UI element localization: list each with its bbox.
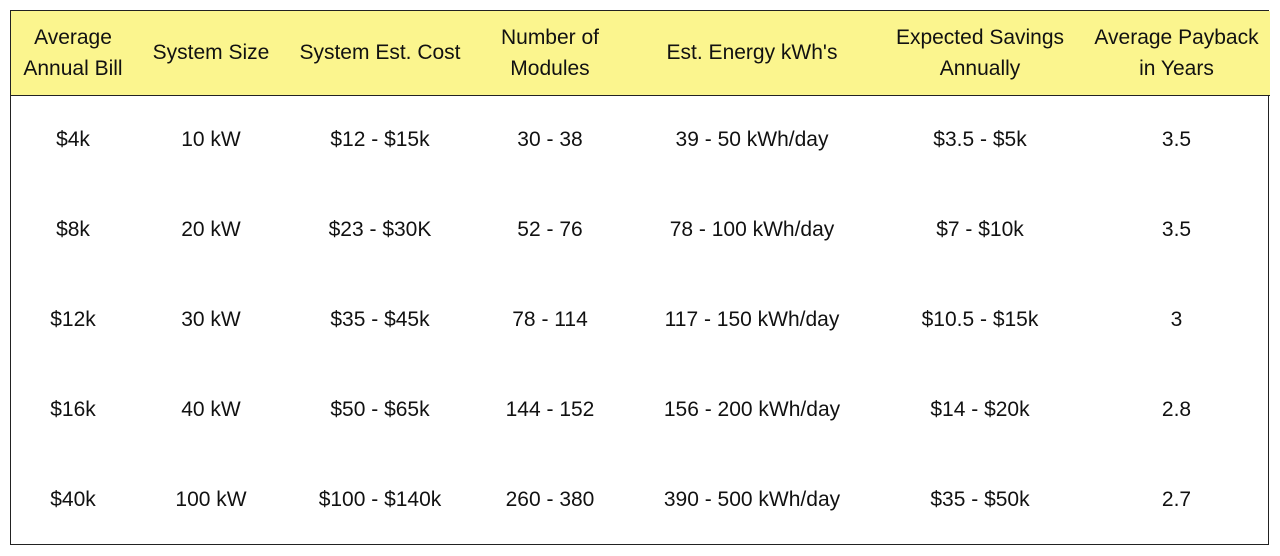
cell-system-size: 20 kW <box>181 218 241 241</box>
cell-energy: 156 - 200 kWh/day <box>663 398 841 421</box>
cell-modules: 260 - 380 <box>505 488 595 511</box>
header-line: Average <box>34 25 112 49</box>
cell-system-size: 30 kW <box>181 308 241 331</box>
cell-energy: 78 - 100 kWh/day <box>669 218 835 241</box>
data-table: Average Annual Bill System Size System E… <box>11 11 1270 545</box>
cell-system-size: 100 kW <box>175 488 247 511</box>
cell-payback: 3 <box>1170 308 1183 331</box>
cell-est-cost: $35 - $45k <box>330 308 430 331</box>
cell-system-size: 10 kW <box>181 128 241 152</box>
cell-modules: 144 - 152 <box>505 398 595 421</box>
header-line: System Est. Cost <box>299 41 461 65</box>
header-line: Est. Energy kWh's <box>666 41 838 65</box>
table-row: $8k 20 kW $23 - $30K 52 - 76 78 - 100 kW… <box>11 185 1270 275</box>
cell-savings: $14 - $20k <box>930 398 1030 421</box>
solar-savings-table: Average Annual Bill System Size System E… <box>10 10 1270 545</box>
cell-system-size: 40 kW <box>181 398 241 421</box>
header-system-size: System Size <box>135 11 287 95</box>
cell-savings: $10.5 - $15k <box>921 308 1039 331</box>
cell-est-cost: $100 - $140k <box>318 488 442 511</box>
header-average-payback: Average Payback in Years <box>1083 11 1270 95</box>
cell-energy: 117 - 150 kWh/day <box>664 308 840 331</box>
table-row: $40k 100 kW $100 - $140k 260 - 380 390 -… <box>11 455 1270 545</box>
cell-est-cost: $12 - $15k <box>330 128 430 152</box>
header-system-est-cost: System Est. Cost <box>287 11 473 95</box>
header-line: System Size <box>152 41 270 65</box>
cell-modules: 52 - 76 <box>517 218 583 241</box>
cell-annual-bill: $8k <box>56 218 90 241</box>
header-est-energy: Est. Energy kWh's <box>627 11 877 95</box>
cell-annual-bill: $4k <box>56 128 90 152</box>
cell-payback: 2.8 <box>1161 398 1192 421</box>
header-line: in Years <box>1139 56 1214 80</box>
header-expected-savings: Expected Savings Annually <box>877 11 1083 95</box>
header-line: Annual Bill <box>23 56 123 80</box>
cell-annual-bill: $12k <box>50 308 96 331</box>
cell-payback: 3.5 <box>1161 218 1192 241</box>
cell-savings: $3.5 - $5k <box>933 128 1027 152</box>
cell-savings: $7 - $10k <box>936 218 1024 241</box>
cell-annual-bill: $40k <box>50 488 96 511</box>
header-row: Average Annual Bill System Size System E… <box>11 11 1270 95</box>
cell-annual-bill: $16k <box>50 398 96 421</box>
header-average-annual-bill: Average Annual Bill <box>11 11 135 95</box>
header-number-of-modules: Number of Modules <box>473 11 627 95</box>
cell-payback: 3.5 <box>1161 128 1192 152</box>
header-line: Average Payback <box>1094 25 1259 49</box>
cell-modules: 30 - 38 <box>517 128 583 152</box>
header-line: Modules <box>510 56 590 80</box>
header-line: Annually <box>939 56 1021 80</box>
cell-est-cost: $23 - $30K <box>328 218 432 241</box>
table-row: $16k 40 kW $50 - $65k 144 - 152 156 - 20… <box>11 365 1270 455</box>
table-row: $4k 10 kW $12 - $15k 30 - 38 39 - 50 kWh… <box>11 95 1270 185</box>
cell-energy: 390 - 500 kWh/day <box>663 488 841 511</box>
cell-est-cost: $50 - $65k <box>330 398 430 421</box>
cell-payback: 2.7 <box>1161 488 1192 511</box>
table-row: $12k 30 kW $35 - $45k 78 - 114 117 - 150… <box>11 275 1270 365</box>
cell-savings: $35 - $50k <box>930 488 1030 511</box>
cell-energy: 39 - 50 kWh/day <box>675 128 829 152</box>
header-line: Number of <box>500 25 600 49</box>
header-line: Expected Savings <box>895 25 1065 49</box>
cell-modules: 78 - 114 <box>512 308 588 331</box>
